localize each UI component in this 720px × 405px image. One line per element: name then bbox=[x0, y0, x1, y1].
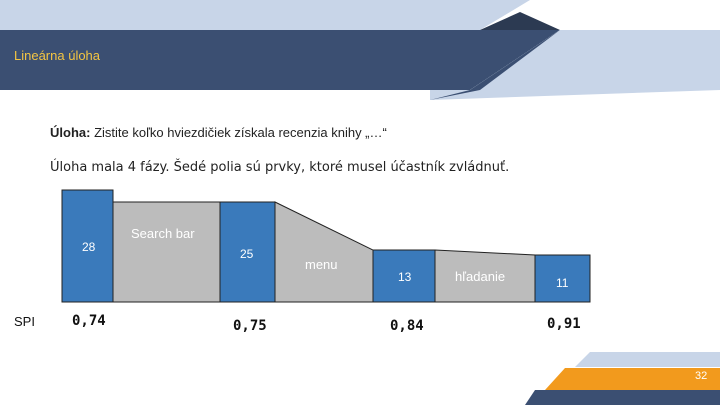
task-text: Zistite koľko hviezdičiek získala recenz… bbox=[90, 125, 387, 140]
spi-value-1: 0,74 bbox=[72, 313, 106, 329]
phase-bar-1 bbox=[61, 189, 114, 303]
top-light-band bbox=[0, 0, 530, 30]
phase-count-2: 25 bbox=[240, 247, 254, 261]
element-label-hladanie: hľadanie bbox=[455, 269, 506, 284]
top-dark-accent bbox=[480, 12, 560, 30]
page-number: 32 bbox=[695, 370, 708, 382]
phase-count-1: 28 bbox=[82, 240, 96, 254]
bottom-light-band bbox=[575, 352, 720, 367]
phase-bar-2 bbox=[219, 201, 276, 303]
spi-label: SPI bbox=[14, 314, 35, 329]
task-description: Úloha: Zistite koľko hviezdičiek získala… bbox=[50, 125, 387, 140]
bottom-orange-band bbox=[545, 368, 720, 390]
phases-note: Úloha mala 4 fázy. Šedé polia sú prvky, … bbox=[50, 160, 510, 175]
phase-bar-3 bbox=[372, 249, 436, 303]
element-label-menu: menu bbox=[305, 257, 338, 272]
phase-bar-4 bbox=[534, 254, 591, 303]
slide-title: Lineárna úloha bbox=[14, 48, 101, 63]
bottom-dark-band bbox=[525, 390, 720, 405]
header-band bbox=[0, 30, 560, 90]
spi-value-2: 0,75 bbox=[233, 318, 267, 334]
phase-count-3: 13 bbox=[398, 270, 412, 284]
element-area-search-bar bbox=[112, 201, 221, 303]
phase-count-4: 11 bbox=[556, 276, 569, 290]
task-label: Úloha: bbox=[50, 125, 91, 140]
header-right-band bbox=[470, 30, 720, 90]
spi-value-4: 0,91 bbox=[547, 316, 581, 332]
element-label-search-bar: Search bar bbox=[131, 226, 195, 241]
element-area-menu bbox=[274, 201, 374, 303]
spi-value-3: 0,84 bbox=[390, 318, 424, 334]
